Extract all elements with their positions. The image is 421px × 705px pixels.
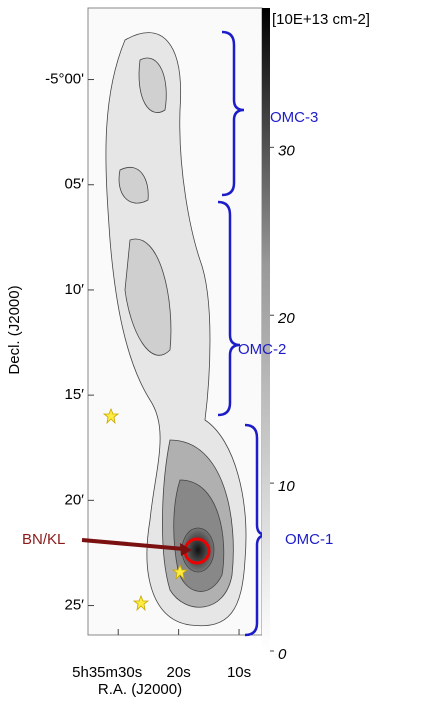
x-tick-label: 10s [227, 664, 251, 681]
y-tick-label: 15′ [65, 386, 85, 403]
y-axis-label: Decl. (J2000) [6, 285, 23, 374]
colorbar [262, 8, 270, 651]
colorbar-tick-label: 10 [278, 478, 295, 495]
annotation: BN/KL [22, 531, 65, 548]
y-tick-label: 25′ [65, 597, 85, 614]
annotation: OMC-3 [270, 109, 318, 126]
x-tick-label: 20s [167, 664, 191, 681]
colorbar-tick-label: 30 [278, 142, 295, 159]
y-tick-label: 20′ [65, 491, 85, 508]
colorbar-tick-label: 20 [277, 310, 295, 327]
colorbar-title: [10E+13 cm-2] [272, 11, 370, 28]
figure: [10E+13 cm-2] OMC-3 OMC-2 OMC-1 BN/KL R.… [0, 0, 421, 700]
y-tick-label: -5°00' [45, 71, 84, 88]
y-tick-label: 10′ [65, 281, 85, 298]
y-tick-label: 05′ [65, 176, 85, 193]
x-tick-label: 5h35m30s [72, 664, 142, 681]
x-axis-label: R.A. (J2000) [98, 681, 182, 698]
colorbar-tick-label: 0 [278, 646, 287, 663]
annotation: OMC-2 [238, 341, 286, 358]
annotation: OMC-1 [285, 531, 333, 548]
